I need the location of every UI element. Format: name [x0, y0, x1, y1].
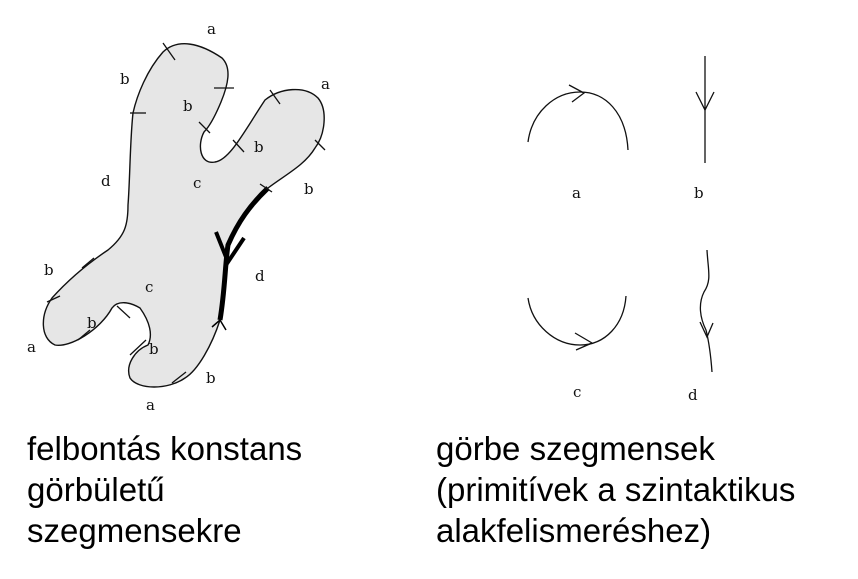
primitive-c-arrowhead	[574, 332, 594, 351]
label-c-upper: c	[193, 174, 201, 192]
primitive-c-label: c	[573, 383, 581, 401]
left-caption-line-1: felbontás konstans	[27, 430, 303, 467]
primitive-d-arrowhead	[699, 321, 714, 339]
label-a-top: a	[207, 20, 216, 38]
label-b-upper-mid: b	[183, 97, 193, 115]
bold-d-segment	[217, 186, 270, 321]
curvature-segmentation-diagram: a b b a b c b d d b c b a b b a a b c d	[27, 20, 715, 414]
segment-ticks	[46, 42, 326, 384]
primitive-a-label: a	[572, 184, 581, 202]
label-a-right: a	[321, 75, 330, 93]
label-b-upper-left: b	[120, 70, 130, 88]
right-caption-line-1: görbe szegmensek	[436, 430, 715, 467]
label-c-lower: c	[145, 278, 153, 296]
bold-d-end-arrow	[211, 318, 227, 331]
label-b-bottom: b	[206, 369, 216, 387]
label-b-lower-notch: b	[149, 340, 159, 358]
primitive-b-label: b	[694, 184, 704, 202]
label-b-lower-left: b	[87, 314, 97, 332]
primitive-a-arc	[527, 91, 629, 151]
label-a-bottom: a	[146, 396, 155, 414]
primitive-a-arrowhead	[568, 84, 586, 103]
label-b-notch: b	[254, 138, 264, 156]
right-caption-line-3: alakfelismeréshez)	[436, 512, 712, 549]
primitive-d-curve	[699, 249, 713, 373]
label-d-right: d	[255, 267, 265, 285]
left-caption-line-2: görbületű	[27, 471, 165, 508]
right-caption: görbe szegmensek (primitívek a szintakti…	[436, 428, 795, 551]
label-d-left: d	[101, 172, 111, 190]
primitive-d-label: d	[688, 386, 698, 404]
left-caption: felbontás konstans görbületű szegmensekr…	[27, 428, 302, 551]
label-a-left: a	[27, 338, 36, 356]
label-b-right: b	[304, 180, 314, 198]
primitive-b-arrowhead	[695, 91, 715, 112]
right-caption-line-2: (primitívek a szintaktikus	[436, 471, 796, 508]
bold-d-arrowhead	[214, 231, 246, 267]
segmented-shape	[42, 43, 325, 388]
label-b-left: b	[44, 261, 54, 279]
primitive-c-arc	[527, 295, 627, 346]
left-caption-line-3: szegmensekre	[27, 512, 242, 549]
